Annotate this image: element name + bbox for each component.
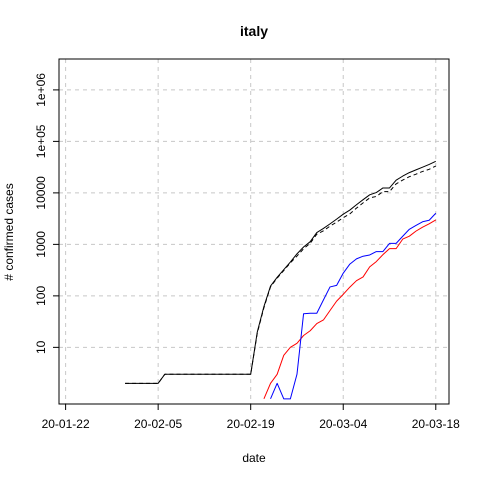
- series-line-recovered: [270, 212, 437, 400]
- y-tick-label: 10000: [34, 176, 48, 210]
- y-tick-label: 1e+05: [34, 124, 48, 158]
- chart-title: italy: [240, 23, 268, 39]
- y-tick-label: 10: [34, 340, 48, 354]
- series-line-active: [125, 165, 437, 384]
- x-tick-label: 20-01-22: [42, 417, 90, 431]
- y-axis-label: # confirmed cases: [2, 183, 16, 280]
- axes: 20-01-22 20-02-05 20-02-19 20-03-04 20-03-18…: [34, 73, 460, 431]
- series-line-deaths: [263, 219, 437, 400]
- x-tick-label: 20-03-18: [412, 417, 460, 431]
- y-tick-label: 100: [34, 286, 48, 306]
- plot-frame: [58, 58, 450, 405]
- x-axis-label: date: [242, 451, 266, 465]
- x-tick-label: 20-03-04: [319, 417, 367, 431]
- x-tick-label: 20-02-05: [134, 417, 182, 431]
- grid-lines: [59, 59, 449, 404]
- series-line-confirmed: [125, 160, 436, 384]
- x-tick-label: 20-02-19: [227, 417, 275, 431]
- series-lines: [125, 160, 437, 400]
- y-tick-label: 1000: [34, 231, 48, 258]
- y-tick-label: 1e+06: [34, 73, 48, 107]
